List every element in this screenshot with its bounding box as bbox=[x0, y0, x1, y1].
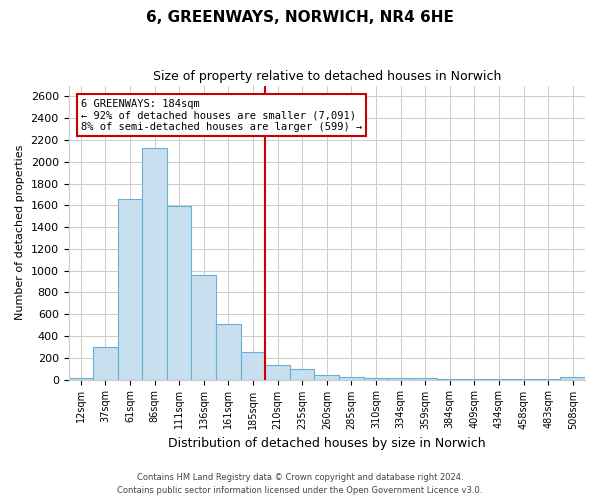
Bar bbox=[364, 378, 388, 380]
Bar bbox=[462, 379, 487, 380]
Y-axis label: Number of detached properties: Number of detached properties bbox=[15, 145, 25, 320]
Text: 6, GREENWAYS, NORWICH, NR4 6HE: 6, GREENWAYS, NORWICH, NR4 6HE bbox=[146, 10, 454, 25]
Bar bbox=[93, 348, 118, 380]
Bar bbox=[142, 148, 167, 380]
Bar bbox=[216, 324, 241, 380]
X-axis label: Distribution of detached houses by size in Norwich: Distribution of detached houses by size … bbox=[168, 437, 485, 450]
Bar bbox=[536, 379, 560, 380]
Bar bbox=[68, 378, 93, 380]
Bar bbox=[511, 379, 536, 380]
Bar bbox=[118, 199, 142, 380]
Bar bbox=[388, 378, 413, 380]
Title: Size of property relative to detached houses in Norwich: Size of property relative to detached ho… bbox=[152, 70, 501, 83]
Bar bbox=[290, 368, 314, 380]
Text: Contains HM Land Registry data © Crown copyright and database right 2024.
Contai: Contains HM Land Registry data © Crown c… bbox=[118, 474, 482, 495]
Bar bbox=[437, 378, 462, 380]
Bar bbox=[413, 378, 437, 380]
Bar bbox=[487, 379, 511, 380]
Bar bbox=[339, 377, 364, 380]
Bar bbox=[191, 275, 216, 380]
Bar bbox=[560, 378, 585, 380]
Bar bbox=[265, 366, 290, 380]
Bar bbox=[314, 375, 339, 380]
Text: 6 GREENWAYS: 184sqm
← 92% of detached houses are smaller (7,091)
8% of semi-deta: 6 GREENWAYS: 184sqm ← 92% of detached ho… bbox=[81, 98, 362, 132]
Bar bbox=[241, 352, 265, 380]
Bar bbox=[167, 206, 191, 380]
